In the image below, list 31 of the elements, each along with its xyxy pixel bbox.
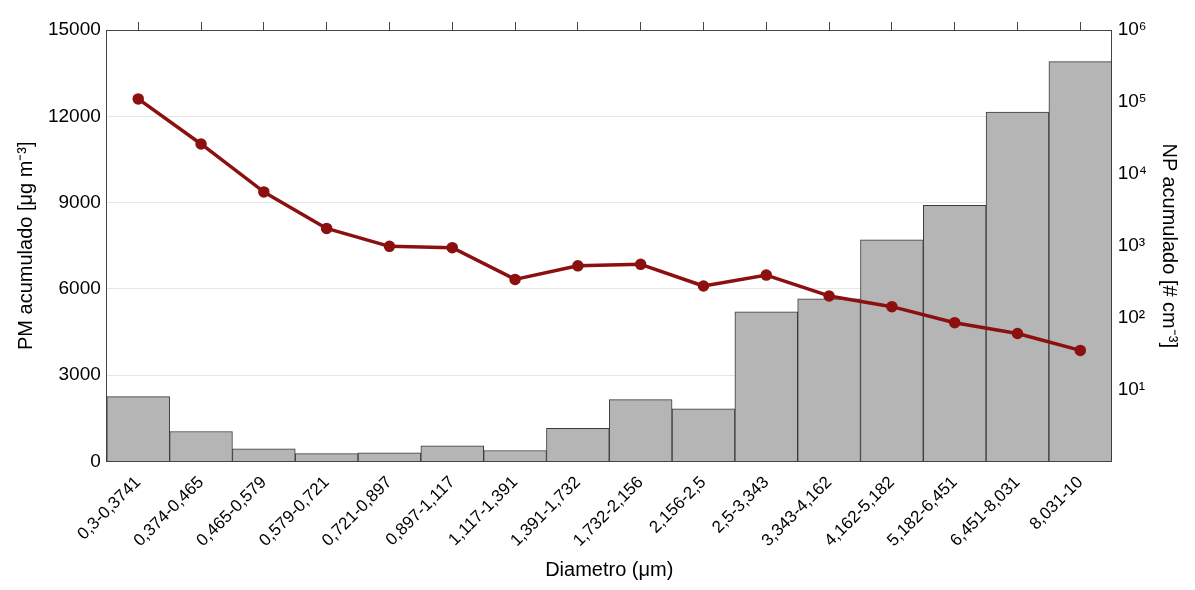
y2-axis-title: NP acumulado [# cm⁻³] [1159, 143, 1182, 348]
y2-tick-label: 10² [1117, 305, 1146, 327]
y-tick-label: 9000 [58, 190, 101, 212]
point [383, 240, 396, 253]
point [446, 241, 459, 254]
point [572, 260, 584, 272]
point [697, 280, 710, 292]
y-tick-label: 0 [90, 449, 101, 471]
point [509, 273, 521, 286]
y-tick-label: 15000 [47, 18, 101, 40]
y-tick-label: 3000 [58, 363, 101, 385]
x-axis-title: Diametro (μm) [545, 557, 674, 580]
point [760, 269, 773, 281]
point [1011, 327, 1024, 340]
point [823, 290, 835, 302]
y2-tick-label: 10⁴ [1117, 162, 1148, 184]
y-tick-label: 6000 [58, 277, 101, 299]
point [195, 138, 207, 150]
point [320, 222, 333, 235]
y-tick-label: 12000 [47, 104, 101, 126]
y2-tick-label: 10³ [1117, 233, 1146, 255]
point [886, 300, 898, 313]
point [634, 258, 647, 271]
y2-tick-label: 10⁵ [1117, 90, 1147, 112]
y-axis-title: PM acumulado [μg m⁻³] [13, 141, 36, 350]
point [948, 316, 961, 329]
point [258, 186, 270, 198]
y2-tick-label: 10¹ [1117, 377, 1146, 399]
point [132, 93, 144, 105]
point [1074, 344, 1087, 357]
y2-tick-label: 10⁶ [1117, 18, 1147, 40]
